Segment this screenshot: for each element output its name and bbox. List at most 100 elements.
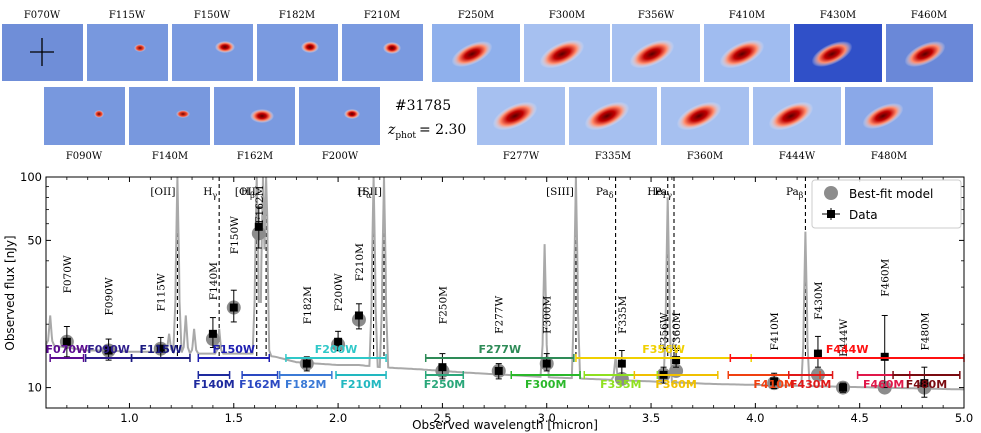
bandpass-label-f115w: F115W <box>139 343 182 356</box>
filter-label-f410m: F410M <box>769 312 781 350</box>
legend-model-marker <box>824 186 838 200</box>
data-point-f200w <box>334 337 343 346</box>
stamp-label-f090w: F090W <box>66 151 103 162</box>
x-tick-label-2: 2.0 <box>329 411 347 425</box>
x-tick-label-1: 1.5 <box>225 411 243 425</box>
x-tick-label-0: 1.0 <box>120 411 138 425</box>
stamp-f335m: F335M <box>569 87 657 162</box>
emission-label-siii: [SIII] <box>546 186 574 198</box>
emission-label-pagamma: Paγ <box>654 186 672 200</box>
stamp-f140m: F140M <box>129 87 210 162</box>
stamp-label-f410m: F410M <box>729 10 765 21</box>
data-point-f335m <box>617 359 626 368</box>
filter-label-f300m: F300M <box>542 296 554 334</box>
bandpass-label-f090w: F090W <box>87 343 130 356</box>
stamp-label-f115w: F115W <box>109 10 146 21</box>
stamp-f444w: F444W <box>753 87 841 162</box>
filter-label-f090w: F090W <box>104 277 116 315</box>
data-point-f150w <box>229 303 238 312</box>
stamp-f300m: F300M <box>524 10 610 82</box>
filter-label-f250m: F250M <box>437 286 449 324</box>
data-point-f460m <box>880 352 889 361</box>
bandpass-label-f210m: F210M <box>340 378 381 391</box>
bandpass-label-f430m: F430M <box>790 378 831 391</box>
x-tick-label-3: 2.5 <box>433 411 451 425</box>
data-point-f300m <box>542 359 551 368</box>
data-point-f360m <box>672 356 681 365</box>
stamp-f410m: F410M <box>704 10 790 82</box>
data-point-f090w <box>104 346 113 355</box>
bandpass-label-f150w: F150W <box>212 343 255 356</box>
stamp-label-f200w: F200W <box>322 151 359 162</box>
filter-label-f480m: F480M <box>919 312 931 350</box>
stamp-label-f360m: F360M <box>687 151 723 162</box>
stamp-f200w: F200W <box>299 87 380 162</box>
data-point-f250m <box>438 363 447 372</box>
stamp-label-f480m: F480M <box>871 151 907 162</box>
filter-label-f356w: F356W <box>659 312 671 350</box>
stamp-f070w: F070W <box>2 10 83 81</box>
bandpass-label-f356w: F356W <box>642 343 685 356</box>
bandpass-label-f410m: F410M <box>753 378 794 391</box>
emission-label-oii: [OII] <box>150 186 175 198</box>
filter-label-f115w: F115W <box>156 273 168 311</box>
cutout-stamps: F070W F115W F150W F182M F210M F250M <box>2 10 973 162</box>
emission-label-hbeta: Hβ <box>241 186 255 200</box>
filter-label-f182m: F182M <box>302 286 314 324</box>
legend-model-label: Best-fit model <box>849 187 933 201</box>
y-tick-label-0: 10 <box>27 381 42 395</box>
stamp-label-f210m: F210M <box>364 10 400 21</box>
stamp-label-f182m: F182M <box>279 10 315 21</box>
stamp-f356w: F356W <box>612 10 700 82</box>
data-point-f480m <box>920 379 929 388</box>
model-spectrum <box>45 176 964 391</box>
stamp-f250m: F250M <box>432 10 520 82</box>
y-tick-label-2: 100 <box>20 170 42 184</box>
filter-label-f070w: F070W <box>62 255 74 293</box>
stamp-label-f162m: F162M <box>237 151 273 162</box>
legend-data-marker <box>827 210 835 218</box>
bandpass-label-f335m: F335M <box>600 378 641 391</box>
stamp-label-f070w: F070W <box>24 10 61 21</box>
x-tick-label-4: 3.0 <box>538 411 556 425</box>
bandpass-label-f480m: F480M <box>906 378 947 391</box>
bandpass-label-f460m: F460M <box>863 378 904 391</box>
data-point-f410m <box>770 377 779 386</box>
stamp-f460m: F460M <box>886 10 973 82</box>
bandpass-label-f140m: F140M <box>193 378 234 391</box>
data-point-f140m <box>208 329 217 338</box>
stamp-f150w: F150W <box>172 10 253 81</box>
stamp-label-f150w: F150W <box>194 10 231 21</box>
stamp-f182m: F182M <box>257 10 338 81</box>
bandpass-label-f200w: F200W <box>315 343 358 356</box>
bandpass-label-f162m: F162M <box>239 378 280 391</box>
axes: 1.0 1.5 2.0 2.5 3.0 3.5 4.0 4.5 5.0 10 50 100 <box>20 170 973 425</box>
y-tick-label-1: 50 <box>27 233 42 247</box>
redshift-label: zphot = 2.30 <box>387 122 466 141</box>
filter-label-f444w: F444W <box>838 318 850 356</box>
emission-label-padelta: Paδ <box>596 186 614 200</box>
emission-label-hei: HeI <box>647 186 666 200</box>
filter-label-f460m: F460M <box>880 258 892 296</box>
stamp-label-f140m: F140M <box>152 151 188 162</box>
bandpass-label-f444w: F444W <box>826 343 869 356</box>
x-tick-label-7: 4.5 <box>851 411 869 425</box>
stamp-f115w: F115W <box>87 10 168 81</box>
filter-label-f140m: F140M <box>208 262 220 300</box>
data-point-f115w <box>156 344 165 353</box>
stamp-label-f300m: F300M <box>549 10 585 21</box>
data-point-f430m <box>813 349 822 358</box>
filter-label-f210m: F210M <box>354 243 366 281</box>
stamp-label-f444w: F444W <box>779 151 816 162</box>
stamp-f430m: F430M <box>794 10 882 82</box>
bandpass-label-f277w: F277W <box>478 343 521 356</box>
emission-label-hgamma: Hγ <box>203 186 217 200</box>
emission-label-sii: [SII] <box>358 186 382 198</box>
object-id: #31785 <box>395 98 451 114</box>
stamp-f480m: F480M <box>845 87 933 162</box>
bandpass-label-f360m: F360M <box>655 378 696 391</box>
filter-label-f277w: F277W <box>494 296 506 334</box>
data-point-f162m <box>254 222 263 231</box>
